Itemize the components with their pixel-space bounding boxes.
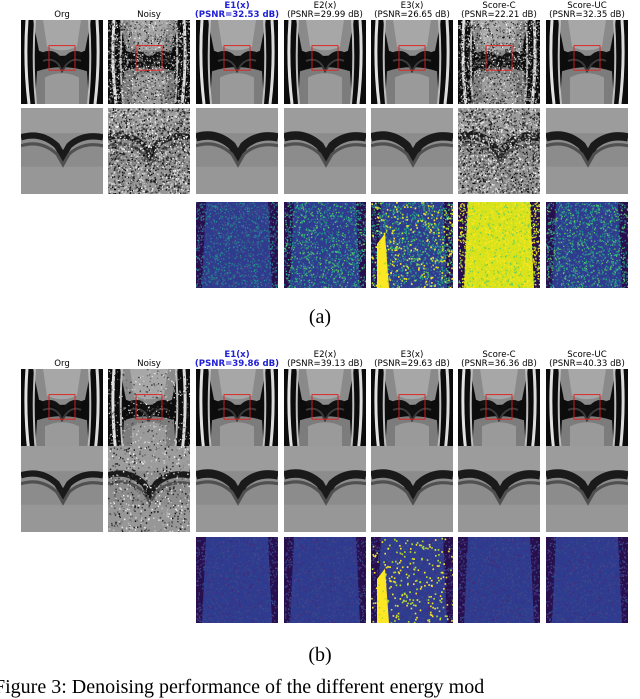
zoom-image [284,108,366,194]
zoom-image [108,108,190,194]
full-image [371,20,453,104]
zoom-image-tile [21,446,103,532]
full-image-tile [546,369,628,453]
zoom-image [21,108,103,194]
psnr-label: (PSNR=39.13 dB) [282,359,368,369]
error-image-tile [284,537,366,623]
zoom-image [196,108,278,194]
zoom-image-tile [371,108,453,194]
error-image [546,537,628,623]
column-label-org: Org [19,10,105,20]
error-image-tile [546,537,628,623]
error-image [458,537,540,623]
full-image [108,20,190,104]
figure-caption: Figure 3: Denoising performance of the d… [0,676,640,699]
error-image [546,202,628,288]
subfigure-label: (b) [0,644,640,667]
full-image [108,369,190,453]
psnr-label: (PSNR=32.53 dB) [194,10,280,20]
psnr-label: (PSNR=36.36 dB) [456,359,542,369]
zoom-image-tile [196,446,278,532]
error-image [284,202,366,288]
full-image [284,369,366,453]
error-image [371,202,453,288]
full-image-tile [196,20,278,104]
zoom-image-tile [546,446,628,532]
psnr-label: (PSNR=29.63 dB) [369,359,455,369]
column-label-noisy: Noisy [106,359,192,369]
column-label-noisy: Noisy [106,10,192,20]
zoom-image-tile [371,446,453,532]
full-image-tile [21,20,103,104]
zoom-image [108,446,190,532]
full-image-tile [284,369,366,453]
zoom-image-tile [108,446,190,532]
error-image-tile [458,202,540,288]
full-image [371,369,453,453]
full-image-tile [371,20,453,104]
psnr-label: (PSNR=39.86 dB) [194,359,280,369]
error-image-tile [371,537,453,623]
psnr-label: (PSNR=32.35 dB) [544,10,630,20]
psnr-label: (PSNR=26.65 dB) [369,10,455,20]
subfigure-label: (a) [0,306,640,329]
full-image [458,20,540,104]
zoom-image [458,108,540,194]
full-image [196,20,278,104]
zoom-image-tile [196,108,278,194]
zoom-image [371,108,453,194]
zoom-image [196,446,278,532]
error-image-tile [371,202,453,288]
error-image-tile [196,202,278,288]
full-image-tile [196,369,278,453]
full-image [21,20,103,104]
full-image [21,369,103,453]
full-image-tile [284,20,366,104]
psnr-label: (PSNR=40.33 dB) [544,359,630,369]
error-image [284,537,366,623]
error-image [196,202,278,288]
psnr-label: (PSNR=22.21 dB) [456,10,542,20]
full-image-tile [108,20,190,104]
zoom-image-tile [108,108,190,194]
error-image [458,202,540,288]
zoom-image-tile [284,108,366,194]
zoom-image-tile [458,108,540,194]
full-image [546,20,628,104]
zoom-image-tile [546,108,628,194]
psnr-label: (PSNR=29.99 dB) [282,10,368,20]
error-image [371,537,453,623]
full-image-tile [21,369,103,453]
error-image-tile [458,537,540,623]
error-image-tile [284,202,366,288]
zoom-image-tile [284,446,366,532]
zoom-image [546,108,628,194]
zoom-image-tile [21,108,103,194]
zoom-image [458,446,540,532]
full-image-tile [458,369,540,453]
zoom-image [284,446,366,532]
full-image [458,369,540,453]
full-image-tile [546,20,628,104]
zoom-image-tile [458,446,540,532]
full-image-tile [458,20,540,104]
full-image-tile [371,369,453,453]
zoom-image [21,446,103,532]
error-image-tile [196,537,278,623]
column-label-org: Org [19,359,105,369]
zoom-image [371,446,453,532]
full-image-tile [108,369,190,453]
full-image [546,369,628,453]
error-image-tile [546,202,628,288]
full-image [284,20,366,104]
full-image [196,369,278,453]
error-image [196,537,278,623]
zoom-image [546,446,628,532]
